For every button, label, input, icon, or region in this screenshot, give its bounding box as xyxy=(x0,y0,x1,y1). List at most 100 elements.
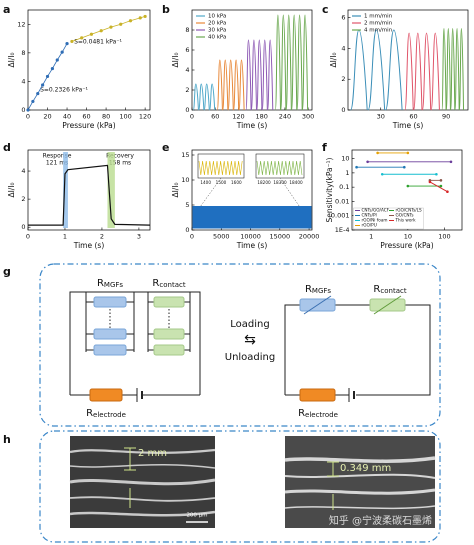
resistor-label: Relectrode xyxy=(298,408,338,419)
signal-band xyxy=(192,206,312,229)
x-tick-label: 100 xyxy=(119,113,131,121)
x-tick-label: 20000 xyxy=(299,233,320,241)
legend-label: GO/CNTs xyxy=(396,213,414,218)
y-tick-label: 6 xyxy=(341,14,345,22)
inset-tick-label: 1600 xyxy=(231,180,242,185)
peak xyxy=(203,83,210,111)
highlight xyxy=(63,152,68,228)
y-tick-label: 0 xyxy=(21,106,25,114)
x-axis-label: Pressure (kPa) xyxy=(380,241,433,250)
highlight xyxy=(107,152,115,228)
data-point xyxy=(143,14,147,19)
y-axis-label: ΔI/I₀ xyxy=(7,182,16,197)
peak xyxy=(430,32,440,111)
x-tick-label: 120 xyxy=(232,113,244,121)
x-tick-label: 10000 xyxy=(240,233,261,241)
scale-label: 2 mm xyxy=(138,448,167,459)
panel-frame xyxy=(39,430,441,543)
x-tick-label: 0 xyxy=(190,233,194,241)
peak xyxy=(227,59,234,111)
data-point xyxy=(355,165,358,169)
inset-tick-label: 18300 xyxy=(273,180,287,185)
data-point xyxy=(65,41,69,46)
circuit-right xyxy=(284,295,431,402)
x-tick-label: 3 xyxy=(137,233,141,241)
x-tick-label: 100 xyxy=(438,233,450,241)
peak xyxy=(291,14,298,111)
legend-label: rGO/CNTs/LS xyxy=(396,208,423,213)
panel-letter: g xyxy=(3,265,11,278)
data-line xyxy=(28,164,151,226)
data-point xyxy=(99,29,103,33)
panel-letter: e xyxy=(162,141,169,154)
legend-label: 2 mm/min xyxy=(364,21,393,27)
legend-label: CNTs/PI xyxy=(362,213,377,218)
y-axis-label: ΔI/I₀ xyxy=(171,182,180,197)
x-tick-label: 30 xyxy=(377,113,385,121)
circuit-left xyxy=(69,291,201,402)
peak xyxy=(367,29,386,111)
x-tick-label: 60 xyxy=(409,113,417,121)
data-point xyxy=(380,172,384,176)
x-axis-label: Time (s) xyxy=(236,241,268,250)
legend-label: rGO/PU xyxy=(362,223,377,228)
peak xyxy=(296,14,303,111)
inset-tick-label: 1500 xyxy=(216,180,227,185)
x-tick-label: 1 xyxy=(63,233,67,241)
panel-letter: b xyxy=(162,3,170,16)
process-arrow: ⇆ xyxy=(244,332,256,348)
annotation: 121 ms xyxy=(46,160,68,167)
peak xyxy=(216,59,223,111)
y-tick-label: 4 xyxy=(21,167,25,175)
y-tick-label: 8 xyxy=(185,26,189,34)
y-tick-label: 0.01 xyxy=(335,197,349,205)
peak xyxy=(285,14,292,111)
peak xyxy=(222,59,229,111)
peak xyxy=(245,39,252,111)
panel-letter: a xyxy=(3,3,10,16)
legend-label: 10 kPa xyxy=(208,14,226,20)
x-axis-label: Time (s) xyxy=(236,121,268,130)
data-point xyxy=(41,83,45,87)
legend-label: This work xyxy=(395,218,417,223)
data-point xyxy=(128,19,133,23)
plot-frame xyxy=(191,149,313,231)
y-tick-label: 2 xyxy=(341,75,345,83)
legend-label: CNTs/GO/ACF xyxy=(362,208,390,213)
plot-frame xyxy=(347,9,469,111)
legend-label: 40 kPa xyxy=(208,35,226,41)
data-point xyxy=(109,25,113,29)
peak xyxy=(413,32,423,111)
inset-signal xyxy=(256,160,303,176)
peak xyxy=(198,83,205,111)
plot-frame xyxy=(27,9,151,111)
legend-frame xyxy=(353,207,424,230)
data-point xyxy=(80,36,84,40)
y-tick-label: 12 xyxy=(17,20,25,28)
peak xyxy=(301,14,309,111)
peak xyxy=(458,27,465,111)
peak xyxy=(192,83,199,111)
y-tick-label: 5 xyxy=(185,201,189,209)
data-point xyxy=(376,151,379,155)
y-tick-label: 1 xyxy=(345,169,349,177)
y-tick-label: 10 xyxy=(181,176,189,184)
inset-tick-label: 1400 xyxy=(200,180,211,185)
process-label: Unloading xyxy=(225,352,276,363)
annotation: 158 ms xyxy=(109,160,131,167)
y-tick-label: 10 xyxy=(341,155,349,163)
inset-tick-label: 18400 xyxy=(289,180,303,185)
data-point xyxy=(138,16,142,20)
legend-label: 20 kPa xyxy=(208,21,226,27)
annotation: Response xyxy=(43,153,72,160)
x-tick-label: 240 xyxy=(279,113,291,121)
y-tick-label: 2 xyxy=(185,86,189,94)
panel-letter: h xyxy=(3,433,11,446)
data-point xyxy=(449,160,453,164)
scale-label: 0.349 mm xyxy=(340,463,391,474)
x-tick-label: 40 xyxy=(63,113,71,121)
sem-image xyxy=(284,436,436,528)
legend-label: 4 mm/min xyxy=(364,28,393,34)
scale-bar-label: 200 μm xyxy=(186,513,207,519)
